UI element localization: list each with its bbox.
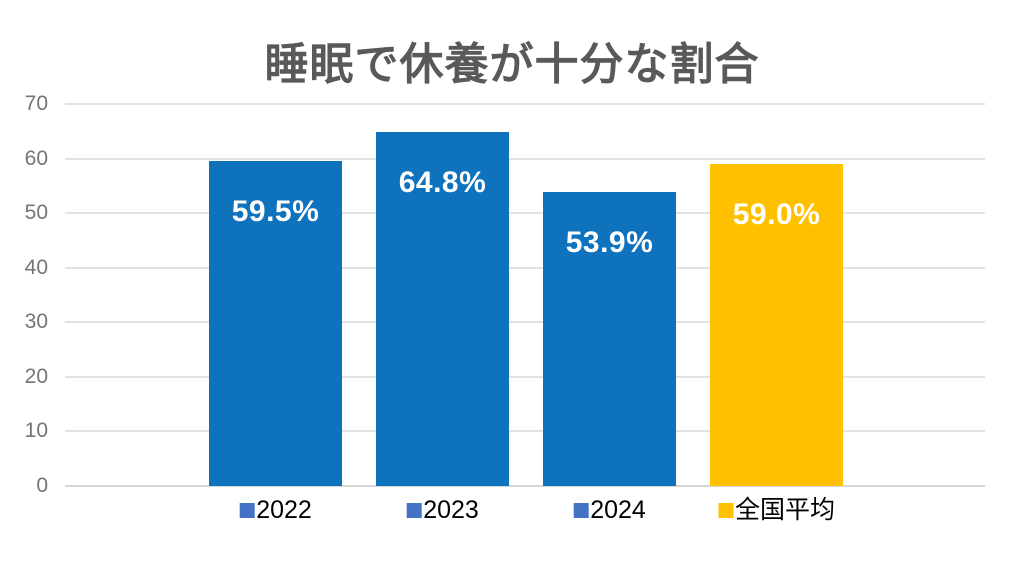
legend-label: 2022: [256, 496, 312, 524]
gridline-30: [65, 321, 985, 324]
bar-2022: 59.5%: [209, 161, 342, 486]
gridline-60: [65, 157, 985, 160]
y-tick-label-40: 40: [24, 255, 48, 279]
legend-marker-icon: [573, 503, 589, 519]
y-tick-label-50: 50: [24, 201, 48, 225]
legend-item-2022: 2022: [239, 496, 312, 525]
y-tick-label-20: 20: [24, 364, 48, 388]
legend-marker-icon: [239, 503, 255, 519]
y-tick-label-10: 10: [24, 419, 48, 443]
bar-全国平均: 59.0%: [710, 164, 843, 486]
gridline-40: [65, 266, 985, 269]
gridline-0: [65, 485, 985, 487]
legend-marker-icon: [717, 503, 733, 519]
legend-label: 2023: [423, 496, 479, 524]
y-tick-label-30: 30: [24, 310, 48, 334]
legend-label: 2024: [590, 496, 646, 524]
gridline-10: [65, 430, 985, 433]
gridline-50: [65, 212, 985, 215]
y-tick-label-60: 60: [24, 146, 48, 170]
y-tick-label-70: 70: [24, 92, 48, 115]
legend-item-2024: 2024: [573, 496, 646, 525]
y-tick-label-0: 0: [36, 474, 48, 497]
legend-label: 全国平均: [734, 496, 836, 524]
bar-value-label-2023: 64.8%: [398, 166, 487, 200]
bar-value-label-2024: 53.9%: [565, 225, 654, 259]
legend-item-全国平均: 全国平均: [717, 496, 836, 525]
bar-value-label-2022: 59.5%: [231, 195, 320, 229]
bar-value-label-全国平均: 59.0%: [732, 198, 821, 232]
gridline-70: [65, 103, 985, 105]
bar-2024: 53.9%: [543, 191, 676, 486]
chart-title: 睡眠で休養が十分な割合: [264, 40, 760, 89]
gridline-20: [65, 375, 985, 378]
legend-marker-icon: [406, 503, 422, 519]
bar-2023: 64.8%: [376, 132, 509, 486]
legend-item-2023: 2023: [406, 496, 479, 525]
